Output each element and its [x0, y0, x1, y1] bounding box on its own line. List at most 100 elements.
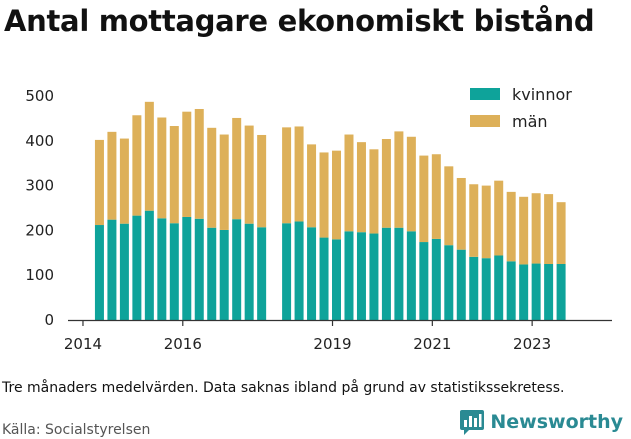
bar-kvinnor: [394, 227, 404, 320]
bar-kvinnor: [282, 223, 292, 320]
bar-man: [469, 184, 479, 257]
legend: kvinnor män: [470, 85, 572, 131]
bar-kvinnor: [119, 223, 129, 320]
bar-man: [232, 117, 242, 220]
bar-man: [406, 136, 416, 232]
brand-name: Newsworthy: [490, 411, 623, 433]
bar-man: [107, 131, 117, 220]
y-tick-label: 500: [25, 87, 54, 105]
chart-title: Antal mottagare ekonomiskt bistånd: [4, 4, 595, 38]
bar-kvinnor: [219, 229, 229, 320]
chart-note: Tre månaders medelvärden. Data saknas ib…: [2, 380, 565, 396]
x-tick-label: 2019: [313, 335, 351, 353]
newsworthy-logo-icon: [460, 410, 485, 435]
bar-kvinnor: [356, 232, 366, 320]
y-tick-label: 300: [25, 177, 54, 195]
y-tick-label: 200: [25, 221, 54, 239]
x-tick-label: 2016: [164, 335, 202, 353]
bar-man: [356, 142, 366, 233]
x-tick-label: 2023: [513, 335, 551, 353]
bar-man: [381, 139, 391, 228]
bar-man: [319, 152, 329, 238]
bar-man: [344, 134, 354, 232]
bar-man: [531, 193, 541, 264]
bar-man: [481, 185, 491, 259]
bar-kvinnor: [369, 233, 379, 320]
bar-kvinnor: [544, 264, 554, 320]
bar-kvinnor: [381, 227, 391, 320]
bar-kvinnor: [519, 264, 529, 320]
bar-man: [282, 127, 292, 224]
bar-kvinnor: [144, 210, 154, 320]
bar-man: [294, 126, 304, 222]
bar-kvinnor: [294, 221, 304, 320]
y-tick-label: 0: [44, 311, 54, 329]
bar-kvinnor: [107, 219, 117, 320]
bar-kvinnor: [344, 231, 354, 320]
bar-kvinnor: [132, 215, 142, 320]
bar-kvinnor: [232, 219, 242, 320]
bar-kvinnor: [506, 261, 516, 320]
bar-kvinnor: [94, 225, 104, 320]
x-tick-label: 2014: [64, 335, 102, 353]
bar-kvinnor: [556, 264, 566, 320]
bar-kvinnor: [444, 245, 454, 320]
bar-man: [169, 126, 179, 224]
bar-man: [307, 144, 317, 228]
bar-kvinnor: [319, 237, 329, 320]
bar-man: [369, 149, 379, 234]
bar-kvinnor: [194, 218, 204, 320]
bar-man: [244, 125, 254, 224]
bar-kvinnor: [494, 255, 504, 320]
bar-man: [132, 115, 142, 216]
x-axis: 2014 2016 2019 2021 2023: [64, 319, 612, 353]
bar-man: [207, 127, 217, 228]
bar-man: [157, 117, 167, 219]
bar-kvinnor: [431, 238, 441, 320]
bar-kvinnor: [406, 231, 416, 320]
bar-man: [419, 155, 429, 243]
bar-kvinnor: [207, 227, 217, 320]
legend-swatch: [470, 88, 500, 100]
y-tick-label: 400: [25, 132, 54, 150]
legend-swatch: [470, 115, 500, 127]
bar-man: [144, 101, 154, 211]
bar-man: [257, 134, 267, 228]
bar-kvinnor: [419, 242, 429, 320]
bar-kvinnor: [244, 223, 254, 320]
bar-man: [456, 177, 466, 250]
bar-man: [119, 138, 129, 224]
bar-man: [182, 111, 192, 217]
bar-man: [506, 191, 516, 262]
bar-man: [556, 202, 566, 264]
bar-kvinnor: [257, 227, 267, 320]
brand-logo[interactable]: Newsworthy: [459, 408, 623, 436]
x-tick-label: 2021: [413, 335, 451, 353]
bar-man: [431, 154, 441, 239]
bar-man: [394, 131, 404, 228]
bar-kvinnor: [157, 218, 167, 320]
y-axis: 0 100 200 300 400 500: [25, 87, 54, 329]
bar-man: [544, 194, 554, 264]
bar-man: [219, 134, 229, 230]
bar-man: [194, 108, 204, 219]
y-tick-label: 100: [25, 266, 54, 284]
bar-man: [94, 139, 104, 226]
legend-label: män: [512, 112, 548, 131]
bar-kvinnor: [469, 256, 479, 320]
bar-kvinnor: [531, 263, 541, 320]
bar-kvinnor: [481, 258, 491, 320]
bar-series: [94, 101, 566, 320]
legend-label: kvinnor: [512, 85, 572, 104]
bar-kvinnor: [169, 223, 179, 320]
bar-kvinnor: [182, 216, 192, 320]
bar-kvinnor: [332, 239, 342, 320]
bar-man: [444, 166, 454, 246]
bar-man: [332, 150, 342, 240]
bar-man: [519, 196, 529, 265]
bar-kvinnor: [307, 227, 317, 320]
bar-man: [494, 180, 504, 256]
source-text: Källa: Socialstyrelsen: [2, 422, 151, 438]
bar-kvinnor: [456, 249, 466, 320]
